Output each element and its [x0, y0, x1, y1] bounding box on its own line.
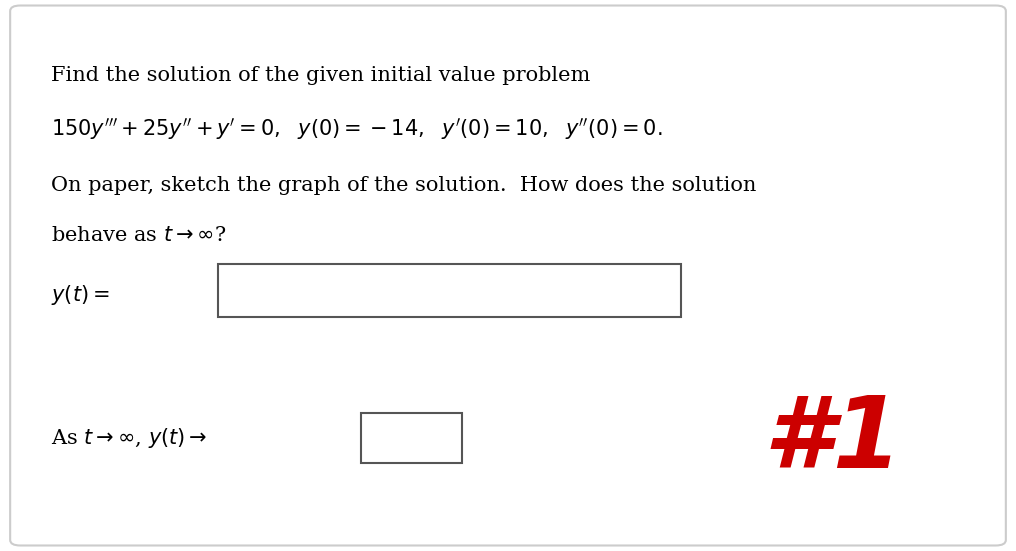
FancyBboxPatch shape — [10, 6, 1006, 545]
Text: #1: #1 — [763, 392, 903, 489]
Text: As $t \to \infty$, $y(t) \to$: As $t \to \infty$, $y(t) \to$ — [51, 426, 207, 450]
Text: $y(t) =$: $y(t) =$ — [51, 283, 110, 307]
FancyBboxPatch shape — [218, 264, 681, 317]
FancyBboxPatch shape — [361, 413, 462, 463]
Text: $150y''' + 25y'' + y' = 0,\ \ y(0) = -14,\ \ y'(0) = 10,\ \ y''(0) = 0.$: $150y''' + 25y'' + y' = 0,\ \ y(0) = -14… — [51, 116, 662, 142]
Text: behave as $t \to \infty$?: behave as $t \to \infty$? — [51, 226, 227, 245]
Text: Find the solution of the given initial value problem: Find the solution of the given initial v… — [51, 66, 590, 85]
Text: On paper, sketch the graph of the solution.  How does the solution: On paper, sketch the graph of the soluti… — [51, 176, 756, 195]
